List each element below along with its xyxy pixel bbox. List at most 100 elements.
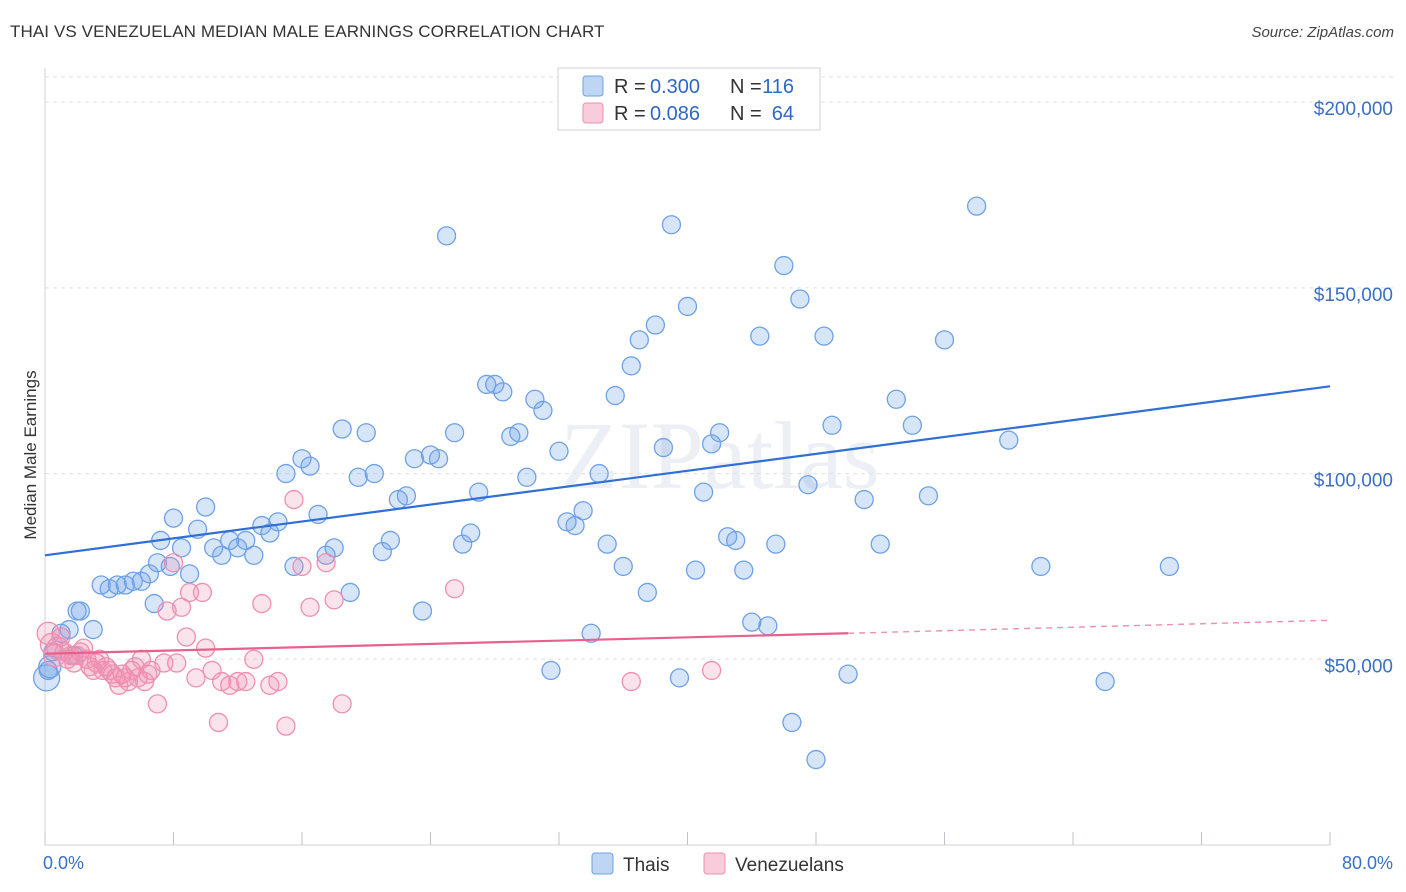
thais-point bbox=[822, 415, 842, 435]
thais-point bbox=[806, 749, 826, 770]
thais-point bbox=[814, 326, 834, 346]
thais-point bbox=[782, 712, 802, 733]
tick-labels: $50,000 $100,000 $150,000 $200,000 0.0% 80.0% bbox=[43, 99, 1393, 873]
trend-lines bbox=[44, 385, 1331, 655]
thais-point bbox=[685, 560, 706, 580]
thais-point bbox=[332, 419, 352, 439]
thais-point bbox=[709, 423, 730, 443]
venezuelans-point bbox=[67, 645, 87, 666]
venezuelans-point bbox=[176, 627, 197, 647]
thais-point bbox=[179, 564, 200, 584]
venezuelans-trend-extension bbox=[848, 619, 1331, 634]
thais-point bbox=[621, 356, 641, 376]
thais-point bbox=[380, 530, 400, 551]
thais-point bbox=[597, 534, 617, 554]
y-tick-label: $100,000 bbox=[1314, 471, 1393, 492]
x-tick-label: 0.0% bbox=[43, 853, 84, 873]
thais-point bbox=[509, 423, 529, 443]
axes bbox=[44, 68, 1331, 846]
venezuelans-point bbox=[228, 671, 248, 692]
thais-point bbox=[669, 668, 690, 688]
venezuelans-point bbox=[244, 649, 264, 669]
venezuelans-point bbox=[157, 601, 177, 621]
thais-point bbox=[798, 475, 818, 495]
legend-swatch bbox=[582, 102, 604, 124]
thais-point bbox=[533, 400, 553, 421]
thais-point bbox=[436, 226, 457, 246]
thais-point bbox=[750, 326, 770, 346]
venezuelans-point bbox=[444, 579, 465, 599]
thais-point bbox=[854, 489, 874, 510]
thais-point bbox=[966, 196, 987, 216]
thais-point bbox=[517, 467, 537, 487]
watermark: ZIPatlas bbox=[560, 402, 880, 509]
thais-point bbox=[493, 382, 513, 402]
thais-point bbox=[340, 582, 360, 603]
venezuelans-point bbox=[192, 582, 213, 603]
bottom-legend: Thais Venezuelans bbox=[591, 852, 844, 876]
legend-n-label: N = bbox=[730, 76, 762, 98]
thais-point bbox=[284, 556, 304, 577]
thais-point bbox=[485, 374, 505, 395]
venezuelans-point bbox=[284, 489, 304, 510]
venezuelans-point bbox=[292, 556, 312, 577]
thais-point bbox=[348, 467, 368, 487]
thais-point bbox=[204, 538, 224, 558]
venezuelans-point bbox=[147, 694, 168, 714]
venezuelans-point bbox=[332, 694, 352, 714]
thais-point bbox=[726, 530, 746, 551]
thais-point bbox=[452, 534, 473, 554]
thais-point bbox=[444, 423, 465, 443]
thais-point bbox=[838, 664, 858, 684]
thais-point bbox=[107, 575, 127, 595]
thais-point bbox=[324, 538, 344, 558]
bottom-legend-label: Venezuelans bbox=[735, 855, 844, 876]
thais-point bbox=[525, 389, 545, 409]
legend-n-label: N = bbox=[730, 103, 762, 125]
thais-point bbox=[661, 215, 682, 235]
chart-title: THAI VS VENEZUELAN MEDIAN MALE EARNINGS … bbox=[10, 22, 605, 41]
thais-point bbox=[171, 538, 192, 558]
thais-point bbox=[316, 545, 336, 565]
venezuelans-point bbox=[316, 553, 336, 573]
thais-point bbox=[160, 556, 180, 577]
legend-n-value: 116 bbox=[762, 76, 794, 98]
thais-point bbox=[1095, 671, 1115, 692]
legend-r-label: R = bbox=[614, 76, 646, 98]
venezuelans-point bbox=[195, 638, 216, 658]
thais-point bbox=[758, 616, 778, 636]
thais-point bbox=[163, 508, 184, 528]
thais-point bbox=[300, 456, 320, 476]
thais-point bbox=[268, 512, 288, 532]
thais-point bbox=[886, 389, 906, 409]
venezuelans-point bbox=[701, 660, 722, 681]
venezuelans-point bbox=[186, 668, 206, 688]
venezuelans-point bbox=[208, 712, 229, 733]
gridlines bbox=[45, 76, 1395, 660]
legend: R = 0.300 N = 116 R = 0.086 N = 64 bbox=[557, 67, 821, 131]
bottom-legend-swatch bbox=[591, 852, 614, 875]
thais-point bbox=[934, 330, 955, 350]
thais-point bbox=[404, 449, 425, 469]
thais-point bbox=[549, 441, 569, 461]
thais-point bbox=[356, 423, 376, 443]
bottom-legend-swatch bbox=[703, 852, 726, 875]
venezuelans-point bbox=[171, 597, 192, 617]
thais-point bbox=[195, 497, 216, 517]
x-tick-label: 80.0% bbox=[1342, 853, 1393, 873]
thais-point bbox=[870, 534, 890, 554]
thais-point bbox=[677, 296, 698, 317]
thais-point bbox=[83, 619, 103, 640]
series-thais bbox=[32, 196, 1180, 770]
thais-point bbox=[236, 530, 256, 551]
thais-point bbox=[645, 315, 666, 335]
thais-point bbox=[131, 571, 152, 591]
venezuelans-point bbox=[109, 675, 129, 695]
thais-point bbox=[70, 601, 90, 621]
venezuelans-point bbox=[621, 671, 641, 692]
legend-swatch bbox=[582, 75, 604, 97]
thais-point bbox=[1031, 556, 1051, 577]
thais-point bbox=[701, 434, 722, 454]
legend-box bbox=[557, 67, 821, 131]
thais-point bbox=[372, 541, 392, 562]
